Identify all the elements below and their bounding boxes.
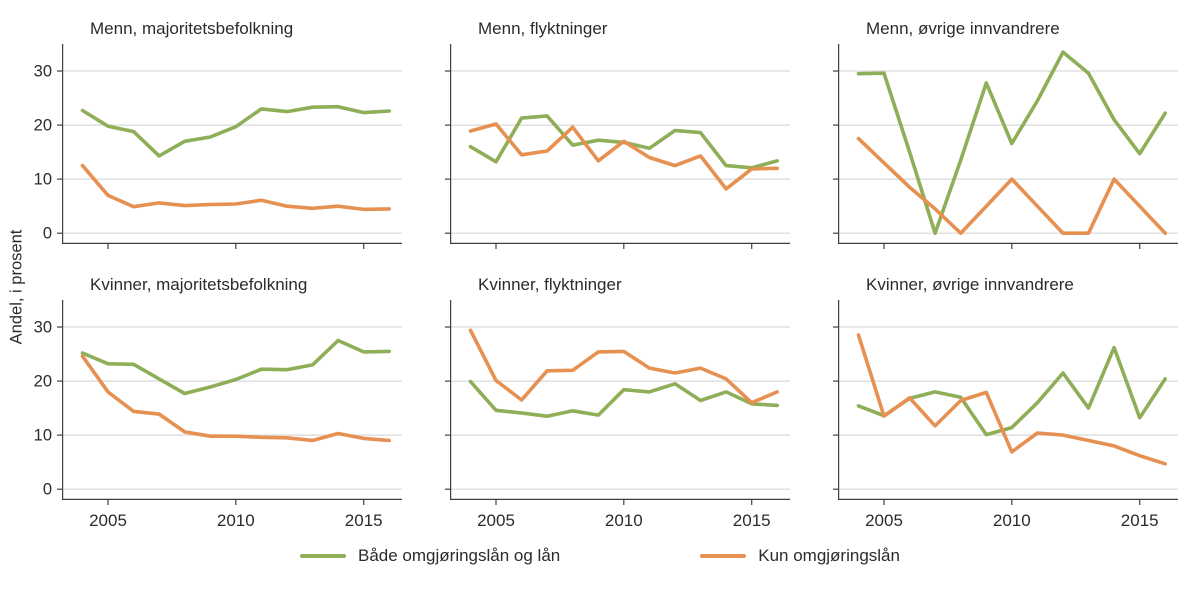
svg-text:2010: 2010 bbox=[993, 511, 1031, 530]
svg-text:2010: 2010 bbox=[605, 511, 643, 530]
panel-menn-flyktninger: Menn, flyktninger bbox=[445, 14, 790, 249]
line-chart-menn-majoritetsbefolkning: 0 10 20 30 bbox=[34, 44, 402, 249]
svg-text:0: 0 bbox=[43, 481, 52, 499]
svg-text:10: 10 bbox=[34, 171, 52, 189]
legend-label: Både omgjøringslån og lån bbox=[358, 546, 561, 565]
panel-title: Kvinner, flyktninger bbox=[478, 275, 622, 294]
y-axis-label: Andel, i prosent bbox=[7, 229, 26, 345]
svg-text:10: 10 bbox=[34, 427, 52, 445]
legend-item-conversion-loan: Kun omgjøringslån bbox=[700, 546, 900, 566]
legend-item-both-loans: Både omgjøringslån og lån bbox=[300, 546, 560, 566]
line-chart-kvinner-flyktninger: 2005 2010 2015 bbox=[445, 300, 790, 530]
green-line-swatch bbox=[300, 553, 346, 559]
panel-title: Menn, flyktninger bbox=[478, 19, 608, 38]
legend: Både omgjøringslån og lån Kun omgjørings… bbox=[0, 546, 1200, 566]
legend-label: Kun omgjøringslån bbox=[758, 546, 900, 565]
orange-line-swatch bbox=[700, 553, 747, 559]
panel-kvinner-majoritetsbefolkning: Kvinner, majoritetsbefolkning 0 10 20 30 200… bbox=[34, 270, 402, 530]
panel-title: Kvinner, øvrige innvandrere bbox=[866, 275, 1074, 294]
svg-text:2015: 2015 bbox=[1121, 511, 1159, 530]
svg-text:2010: 2010 bbox=[217, 511, 255, 530]
svg-text:20: 20 bbox=[34, 373, 52, 391]
svg-text:2015: 2015 bbox=[345, 511, 383, 530]
line-chart-menn-flyktninger bbox=[445, 44, 790, 249]
panel-title: Kvinner, majoritetsbefolkning bbox=[90, 275, 308, 294]
svg-text:2015: 2015 bbox=[733, 511, 771, 530]
svg-text:30: 30 bbox=[34, 319, 52, 337]
line-chart-kvinner-ovrige-innvandrere: 2005 2010 2015 bbox=[833, 300, 1178, 530]
panel-title: Menn, majoritetsbefolkning bbox=[90, 19, 294, 38]
panel-menn-ovrige-innvandrere: Menn, øvrige innvandrere bbox=[833, 14, 1178, 249]
svg-text:30: 30 bbox=[34, 63, 52, 81]
panels-grid: Menn, majoritetsbefolkning 0 10 20 30 Menn,… bbox=[34, 14, 1178, 530]
panel-menn-majoritetsbefolkning: Menn, majoritetsbefolkning 0 10 20 30 bbox=[34, 14, 402, 249]
panel-kvinner-ovrige-innvandrere: Kvinner, øvrige innvandrere 2005 2010 2015 bbox=[833, 270, 1178, 530]
svg-text:2005: 2005 bbox=[865, 511, 903, 530]
panel-kvinner-flyktninger: Kvinner, flyktninger 2005 2010 2015 bbox=[445, 270, 790, 530]
line-chart-menn-ovrige-innvandrere bbox=[833, 44, 1178, 249]
svg-text:0: 0 bbox=[43, 225, 52, 243]
svg-text:2005: 2005 bbox=[477, 511, 515, 530]
svg-text:20: 20 bbox=[34, 117, 52, 135]
line-chart-kvinner-majoritetsbefolkning: 0 10 20 30 2005 2010 2015 bbox=[34, 300, 402, 530]
svg-text:2005: 2005 bbox=[89, 511, 127, 530]
panel-title: Menn, øvrige innvandrere bbox=[866, 19, 1060, 38]
